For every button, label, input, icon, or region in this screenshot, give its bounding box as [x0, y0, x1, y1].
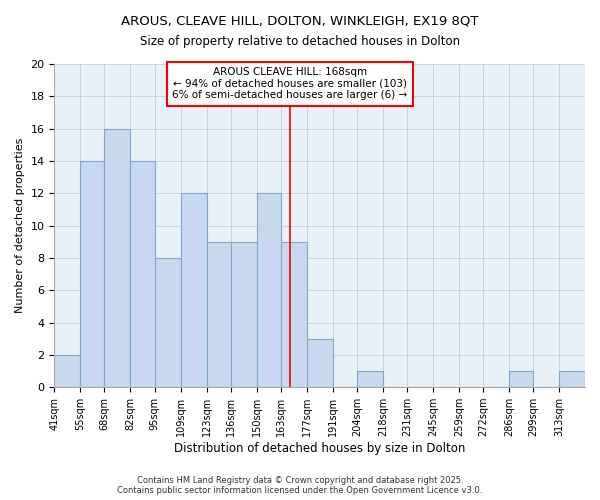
Bar — [509, 371, 533, 387]
Bar — [357, 371, 383, 387]
Y-axis label: Number of detached properties: Number of detached properties — [15, 138, 25, 314]
Bar — [155, 258, 181, 387]
Bar — [281, 242, 307, 387]
X-axis label: Distribution of detached houses by size in Dolton: Distribution of detached houses by size … — [174, 442, 466, 455]
Text: Contains HM Land Registry data © Crown copyright and database right 2025.
Contai: Contains HM Land Registry data © Crown c… — [118, 476, 482, 495]
Text: Size of property relative to detached houses in Dolton: Size of property relative to detached ho… — [140, 35, 460, 48]
Bar — [181, 194, 206, 387]
Bar — [230, 242, 257, 387]
Text: AROUS, CLEAVE HILL, DOLTON, WINKLEIGH, EX19 8QT: AROUS, CLEAVE HILL, DOLTON, WINKLEIGH, E… — [121, 15, 479, 28]
Bar — [206, 242, 230, 387]
Bar — [104, 128, 130, 387]
Text: AROUS CLEAVE HILL: 168sqm
← 94% of detached houses are smaller (103)
6% of semi-: AROUS CLEAVE HILL: 168sqm ← 94% of detac… — [172, 67, 407, 100]
Bar — [55, 355, 80, 387]
Bar — [307, 338, 332, 387]
Bar — [130, 161, 155, 387]
Bar — [257, 194, 281, 387]
Bar — [559, 371, 585, 387]
Bar — [80, 161, 104, 387]
